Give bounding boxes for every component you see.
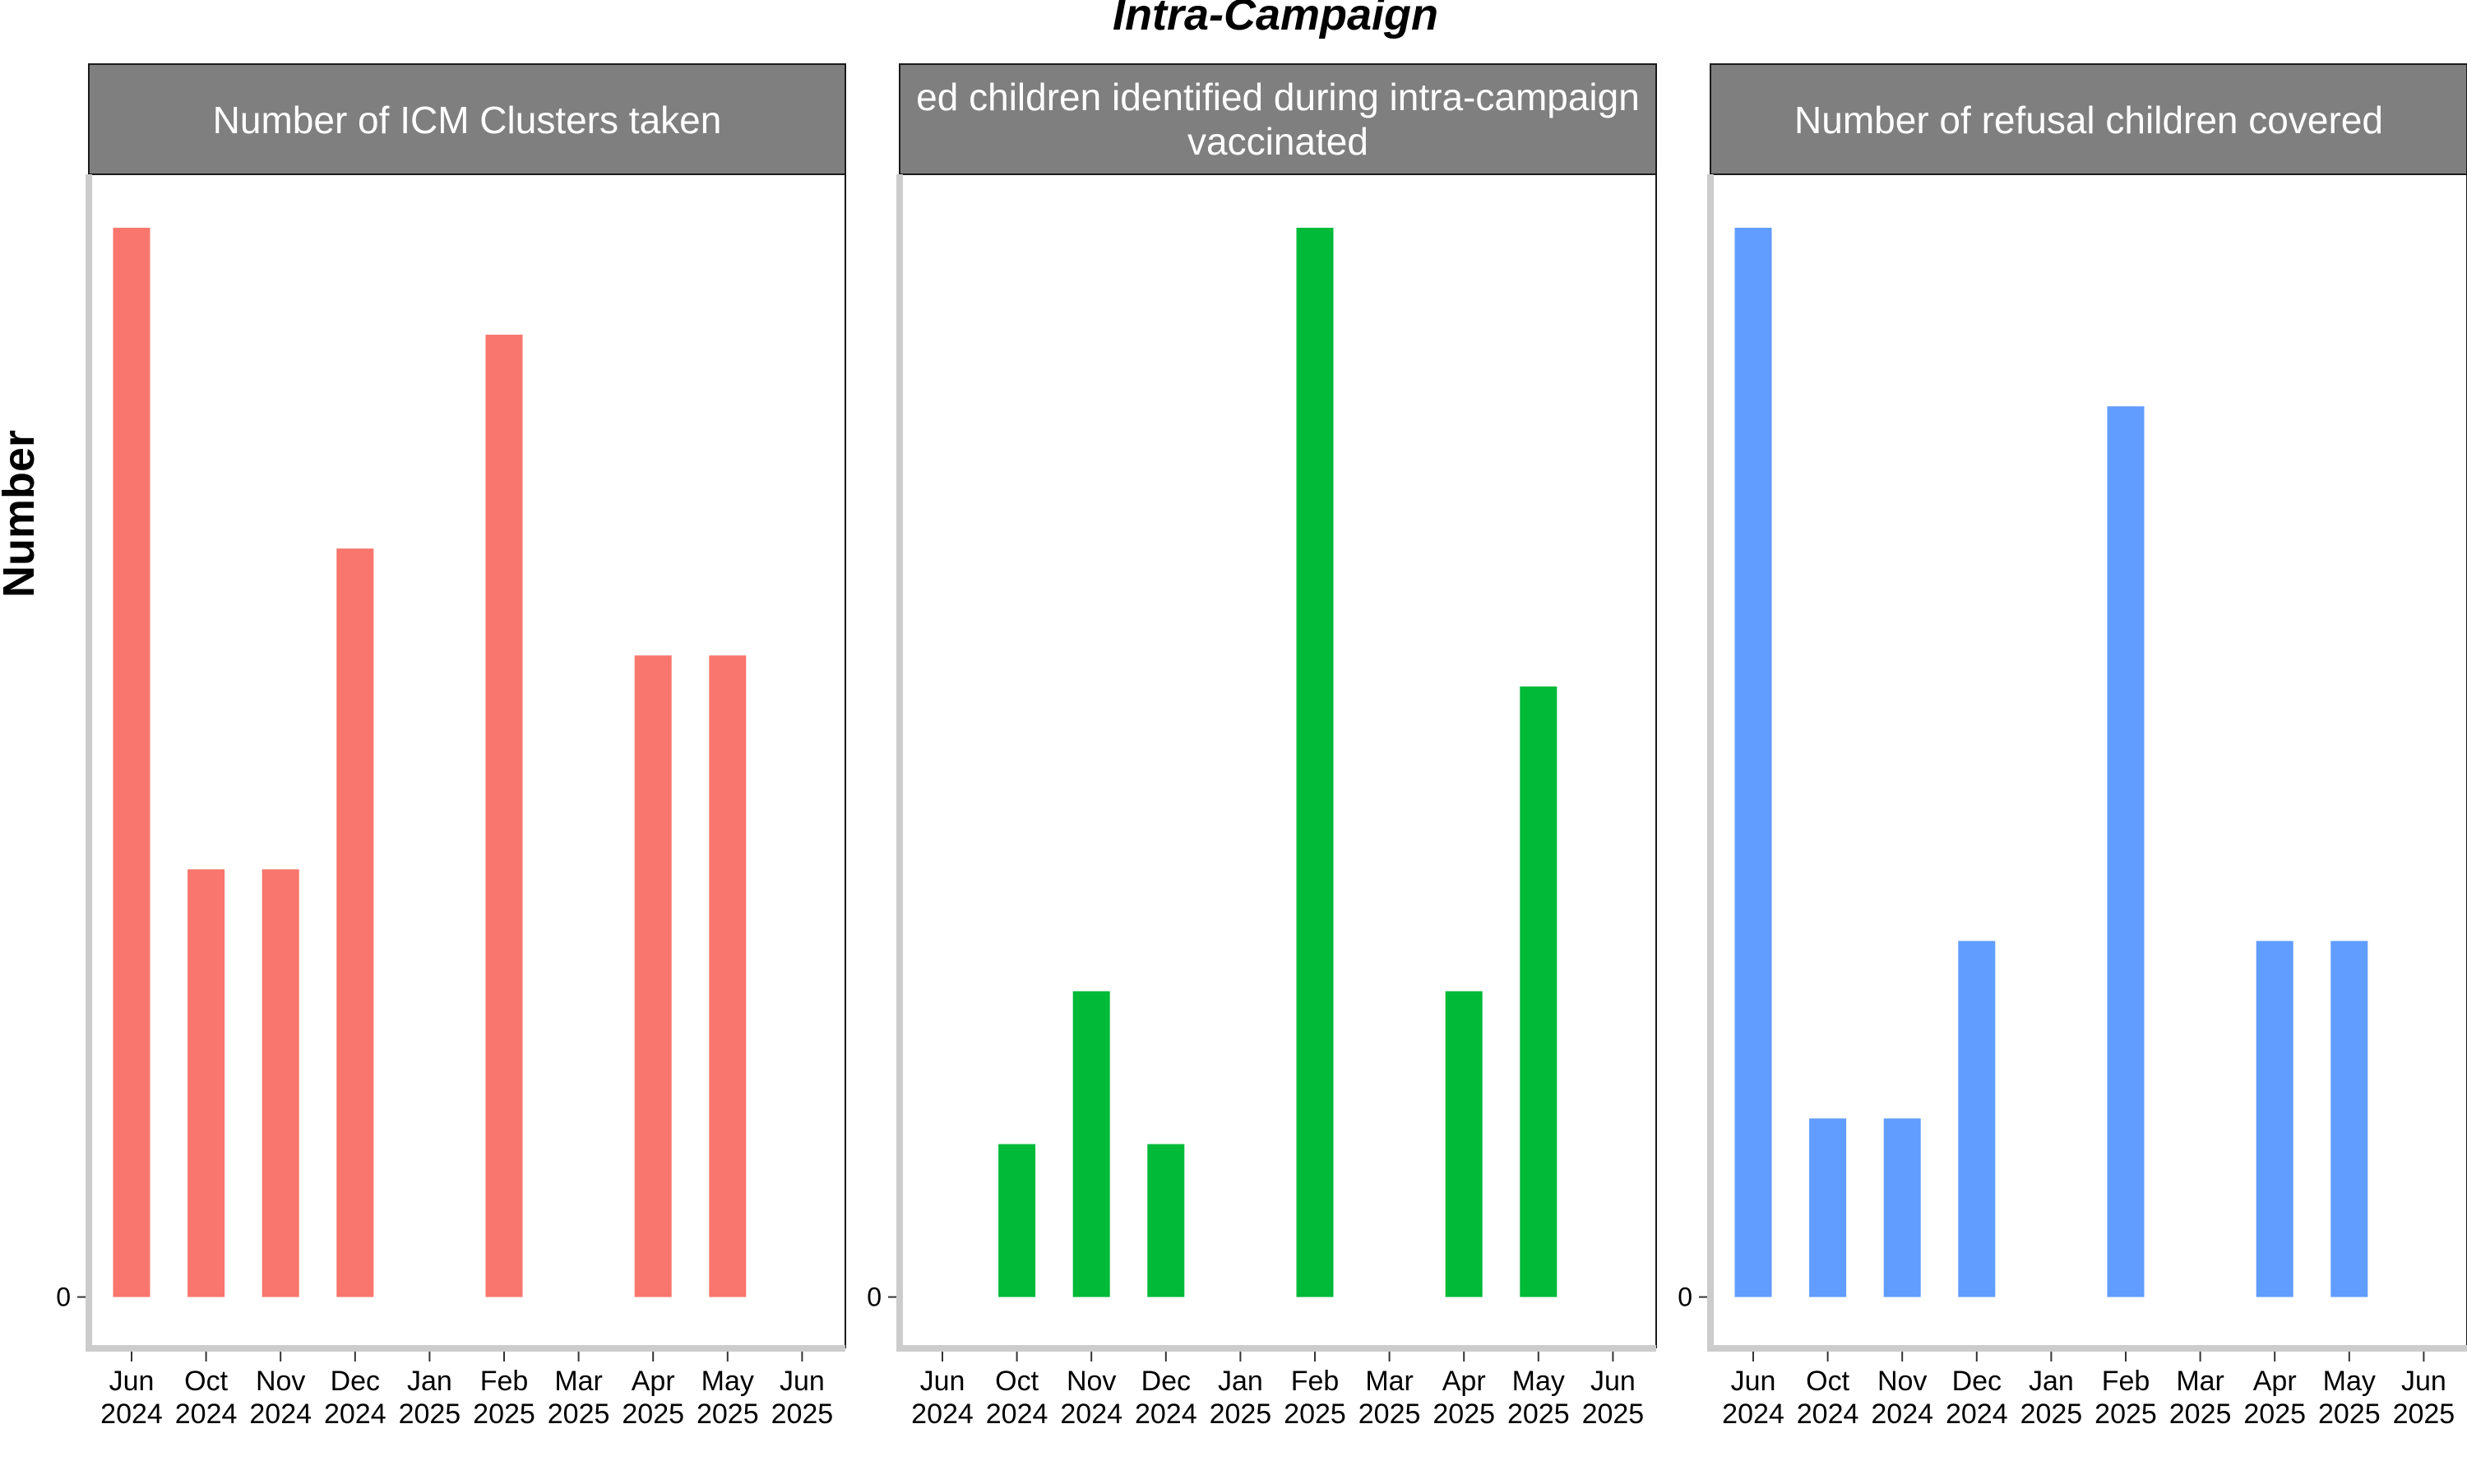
panel-strip [1710,63,2467,175]
x-tick-label: Mar [554,1366,603,1397]
x-tick-label: 2025 [1433,1398,1495,1430]
x-tick-label: Jan [2029,1366,2074,1397]
x-tick-label: Apr [1442,1366,1486,1397]
x-tick-label: 2025 [548,1398,610,1430]
x-tick-label: 2024 [1871,1398,1933,1430]
x-tick-label: Jun [2401,1366,2446,1397]
x-tick-label: 2025 [622,1398,684,1430]
panel-3: Number of refusal children covered0Jun20… [1678,63,2467,1430]
x-tick-label: Apr [632,1366,675,1397]
x-tick-label: 2025 [2020,1398,2083,1430]
bar-may-2025 [709,655,747,1297]
x-tick-label: 2024 [1946,1398,2008,1430]
chart-title: Intra-Campaign [1113,0,1438,39]
y-tick-label: 0 [56,1283,71,1312]
x-tick-label: 2025 [2393,1398,2455,1430]
x-tick-label: Feb [2102,1366,2150,1397]
bar-feb-2025 [2107,406,2145,1297]
bar-apr-2025 [1445,991,1483,1297]
x-tick-label: Dec [1141,1366,1191,1397]
y-tick-label: 0 [1678,1283,1692,1312]
bar-nov-2024 [262,869,299,1297]
x-tick-label: 2024 [249,1398,312,1430]
x-tick-label: Apr [2253,1366,2297,1397]
x-tick-label: 2025 [2318,1398,2381,1430]
x-tick-label: Jan [407,1366,452,1397]
x-tick-label: 2025 [697,1398,759,1430]
x-tick-label: 2024 [100,1398,163,1430]
x-tick-label: Dec [331,1366,380,1397]
bar-nov-2024 [1072,991,1110,1297]
panel-strip [899,63,1657,175]
bar-jun-2024 [113,228,150,1297]
x-tick-label: Nov [1877,1366,1927,1397]
x-tick-label: 2025 [1507,1398,1570,1430]
x-tick-label: Dec [1952,1366,2002,1397]
panels: Number of ICM Clusters taken0Jun2024Oct2… [56,63,2467,1430]
x-tick-label: 2024 [986,1398,1048,1430]
x-tick-label: 2025 [1582,1398,1645,1430]
x-tick-label: Nov [1067,1366,1116,1397]
x-tick-label: Jun [780,1366,825,1397]
bar-apr-2025 [2256,941,2293,1297]
x-tick-label: Mar [2176,1366,2224,1397]
bar-apr-2025 [634,655,672,1297]
bar-dec-2024 [1958,941,1996,1297]
y-axis-label: Number [0,430,44,598]
x-tick-label: 2024 [1135,1398,1197,1430]
bar-dec-2024 [336,548,374,1297]
x-tick-label: 2024 [1722,1398,1784,1430]
x-tick-label: Oct [1806,1366,1849,1397]
bar-dec-2024 [1147,1144,1185,1297]
x-tick-label: 2025 [2243,1398,2306,1430]
x-tick-label: May [701,1366,754,1397]
bar-nov-2024 [1883,1118,1921,1297]
x-tick-label: 2025 [771,1398,834,1430]
x-tick-label: 2024 [911,1398,974,1430]
panel-2: ed children identified during intra-camp… [867,63,1657,1430]
bar-oct-2024 [187,869,225,1297]
x-tick-label: 2025 [1210,1398,1272,1430]
bar-feb-2025 [485,335,523,1297]
x-tick-label: Mar [1365,1366,1414,1397]
x-tick-label: 2025 [399,1398,461,1430]
bar-feb-2025 [1296,228,1334,1297]
panel-strip [88,63,846,175]
bar-may-2025 [2330,941,2368,1297]
panel-title-line: vaccinated [1187,120,1368,163]
x-tick-label: 2024 [1797,1398,1859,1430]
x-tick-label: Jun [920,1366,965,1397]
y-tick-label: 0 [867,1283,882,1312]
x-tick-label: Jun [1590,1366,1636,1397]
bar-oct-2024 [1809,1118,1847,1297]
x-tick-label: 2025 [1358,1398,1421,1430]
x-tick-label: Jan [1218,1366,1263,1397]
x-tick-label: Feb [480,1366,529,1397]
x-tick-label: Oct [995,1366,1039,1397]
x-tick-label: Jun [109,1366,155,1397]
bar-jun-2024 [1734,228,1772,1297]
x-tick-label: Oct [184,1366,228,1397]
x-tick-label: 2025 [2094,1398,2157,1430]
panel-title-line: ed children identified during intra-camp… [916,76,1640,118]
x-tick-label: May [2323,1366,2376,1397]
panel-title: Number of ICM Clusters taken [213,99,722,141]
x-tick-label: Feb [1291,1366,1340,1397]
panel-1: Number of ICM Clusters taken0Jun2024Oct2… [56,63,846,1430]
bar-oct-2024 [998,1144,1036,1297]
x-tick-label: Nov [256,1366,305,1397]
x-tick-label: 2024 [324,1398,386,1430]
panel-title: Number of refusal children covered [1794,99,2383,141]
x-tick-label: 2025 [2169,1398,2232,1430]
x-tick-label: May [1512,1366,1565,1397]
x-tick-label: 2024 [175,1398,238,1430]
bar-may-2025 [1520,686,1557,1297]
x-tick-label: 2025 [473,1398,535,1430]
x-tick-label: 2025 [1284,1398,1346,1430]
x-tick-label: Jun [1731,1366,1776,1397]
x-tick-label: 2024 [1060,1398,1122,1430]
